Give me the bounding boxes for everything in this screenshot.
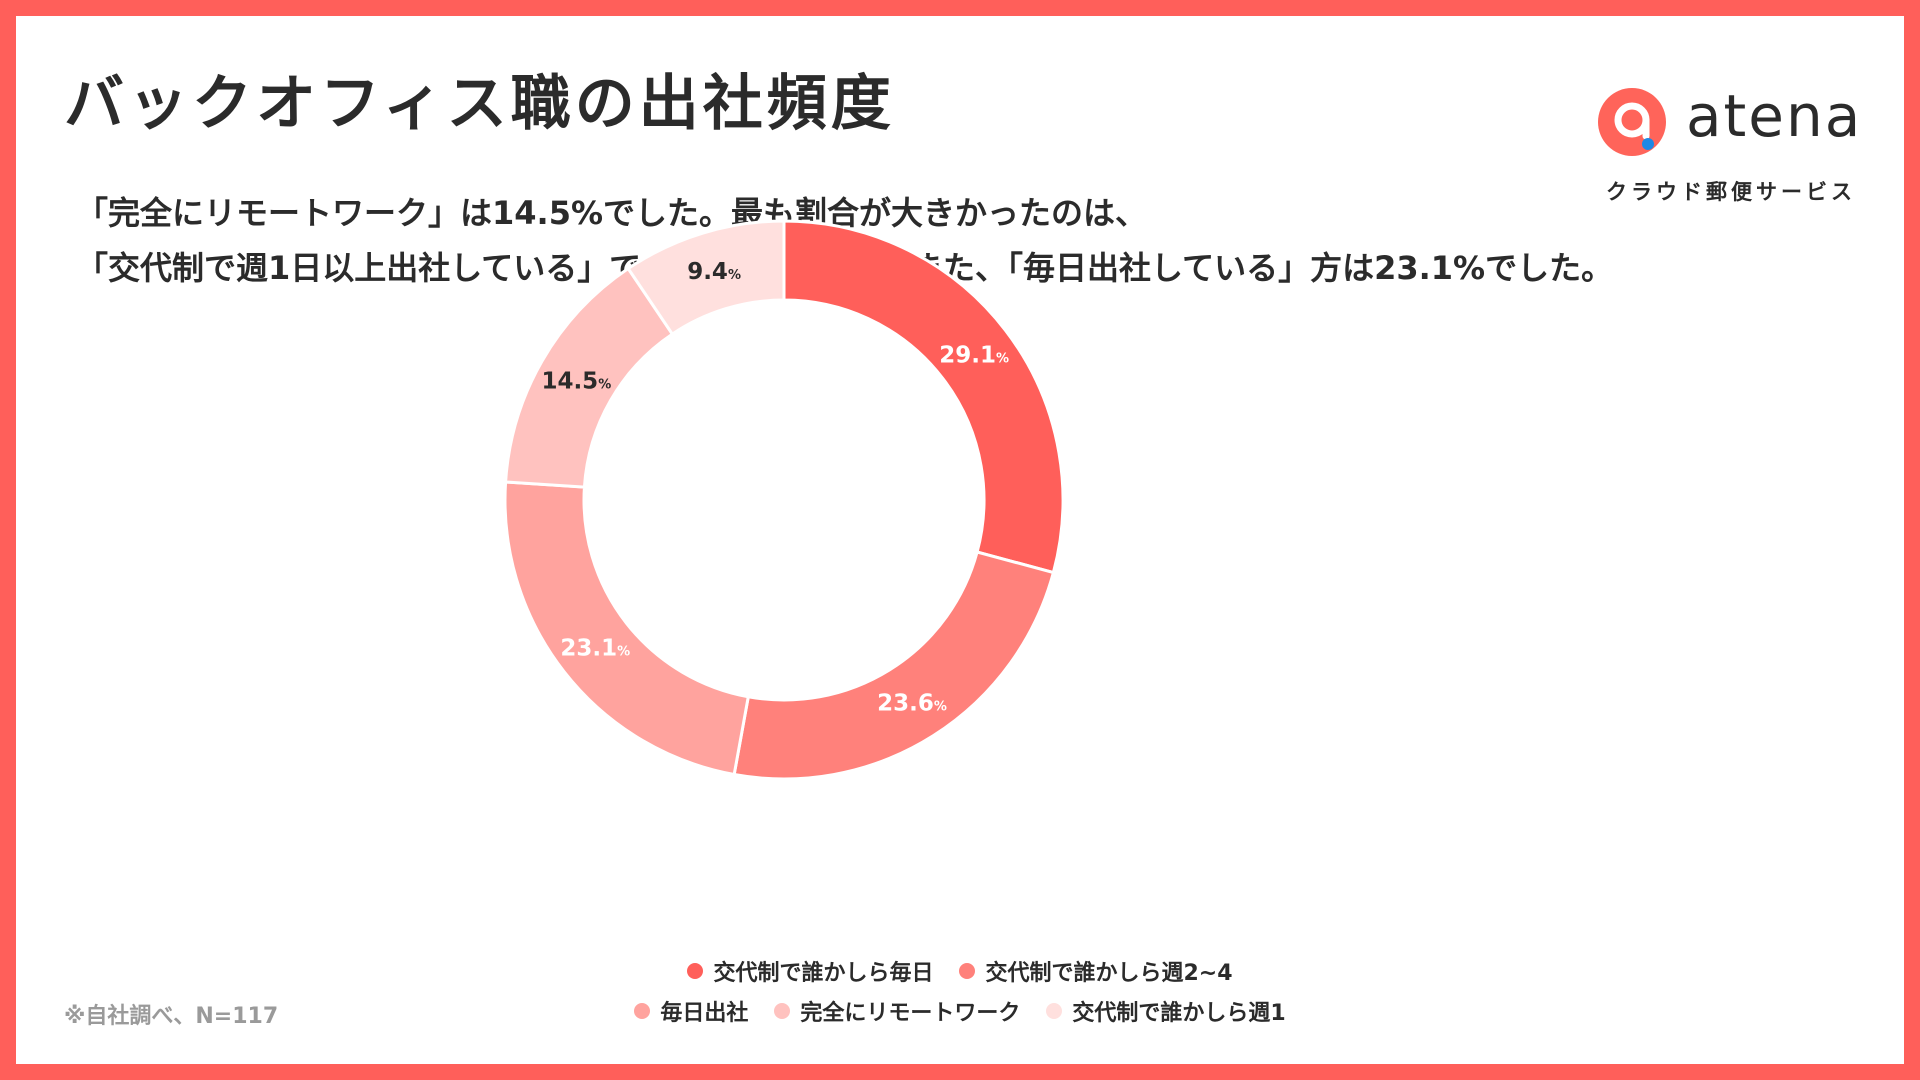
page-title: バックオフィス職の出社頻度 xyxy=(64,69,895,139)
legend-dot-icon xyxy=(959,963,976,979)
legend-label: 交代制で誰かしら毎日 xyxy=(713,961,934,986)
legend-row: 交代制で誰かしら毎日 交代制で誰かしら週2~4 xyxy=(16,951,1904,991)
legend-dot-icon xyxy=(634,1003,651,1019)
slice-value-label: 23.6% xyxy=(877,690,947,716)
chart-legend: 交代制で誰かしら毎日 交代制で誰かしら週2~4 毎日出社 完全にリモートワーク 交代制… xyxy=(16,951,1904,1031)
legend-row: 毎日出社 完全にリモートワーク 交代制で誰かしら週1 xyxy=(16,991,1904,1031)
donut-slice-2 xyxy=(732,550,1056,781)
slice-value-label: 23.1% xyxy=(560,635,630,661)
slice-value-label: 29.1% xyxy=(939,342,1009,368)
summary-text: 「完全にリモートワーク」は14.5%でした。最も割合が大きかったのは、 「交代制… xyxy=(76,186,1613,296)
legend-dot-icon xyxy=(1046,1003,1063,1019)
slice-value-label: 14.5% xyxy=(541,369,611,395)
atena-logo-icon xyxy=(1598,88,1666,156)
atena-wordmark: atena xyxy=(1686,82,1863,150)
legend-label: 毎日出社 xyxy=(660,1001,749,1026)
footnote: ※自社調べ、N=117 xyxy=(64,1004,279,1029)
legend-dot-icon xyxy=(687,963,704,979)
legend-label: 交代制で誰かしら週2~4 xyxy=(985,961,1233,986)
slice-value-label: 9.4% xyxy=(687,259,741,285)
legend-label: 完全にリモートワーク xyxy=(800,1001,1021,1026)
summary-line-1: 「完全にリモートワーク」は14.5%でした。最も割合が大きかったのは、 xyxy=(76,194,1148,232)
legend-item: 交代制で誰かしら週2~4 xyxy=(959,955,1233,987)
legend-item: 交代制で誰かしら週1 xyxy=(1046,995,1286,1027)
donut-chart: 29.1% 23.6% 23.1% 14.5% 9.4% xyxy=(503,219,1065,781)
legend-item: 完全にリモートワーク xyxy=(774,995,1020,1027)
legend-label: 交代制で誰かしら週1 xyxy=(1072,1001,1286,1026)
slide-card: バックオフィス職の出社頻度 「完全にリモートワーク」は14.5%でした。最も割合… xyxy=(16,16,1904,1064)
donut-slice-1 xyxy=(782,219,1065,575)
donut-slice-5 xyxy=(626,219,786,337)
legend-item: 交代制で誰かしら毎日 xyxy=(687,955,933,987)
donut-slice-3 xyxy=(503,480,751,777)
legend-dot-icon xyxy=(774,1003,791,1019)
atena-logo: atena クラウド郵便サービス xyxy=(1576,70,1876,210)
legend-item: 毎日出社 xyxy=(634,995,748,1027)
logo-tagline: クラウド郵便サービス xyxy=(1606,180,1856,204)
